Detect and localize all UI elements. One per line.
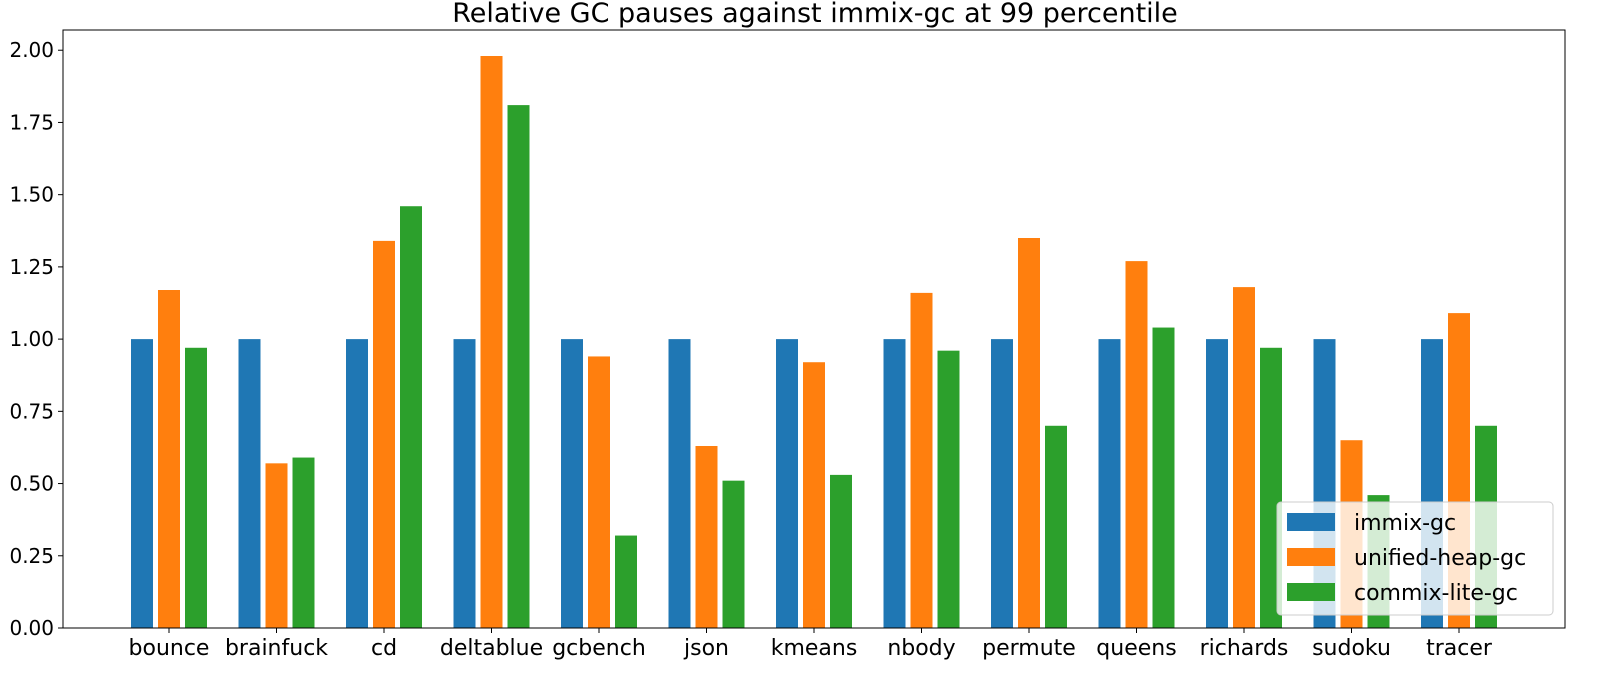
- y-tick-label: 0.00: [9, 616, 54, 640]
- bar-brainfuck-immix-gc: [238, 339, 261, 628]
- bar-queens-immix-gc: [1098, 339, 1121, 628]
- axes-layer: bounce brainfuck cd deltablue gcbench json kme…: [9, 29, 1566, 661]
- y-tick-label: 1.25: [9, 255, 54, 279]
- bar-brainfuck-unified-heap-gc: [265, 463, 288, 628]
- bar-kmeans-commix-lite-gc: [830, 474, 852, 628]
- x-tick-label: queens: [1096, 636, 1176, 661]
- bar-json-commix-lite-gc: [722, 480, 745, 628]
- legend-swatch-commix-lite-gc: [1287, 583, 1335, 601]
- bar-bounce-immix-gc: [131, 339, 153, 628]
- y-tick-label: 0.75: [9, 399, 54, 423]
- bar-richards-unified-heap-gc: [1233, 287, 1255, 628]
- bar-json-immix-gc: [668, 339, 691, 628]
- bar-permute-unified-heap-gc: [1018, 238, 1040, 628]
- y-tick-label: 0.25: [9, 544, 54, 568]
- x-tick-label: sudoku: [1312, 636, 1391, 661]
- bar-json-unified-heap-gc: [695, 446, 718, 628]
- bar-cd-immix-gc: [346, 339, 368, 628]
- y-tick-label: 0.50: [9, 472, 54, 496]
- x-tick-label: gcbench: [552, 636, 646, 661]
- bar-permute-commix-lite-gc: [1045, 425, 1067, 628]
- bar-cd-commix-lite-gc: [400, 206, 422, 628]
- legend-label: unified-heap-gc: [1354, 546, 1526, 571]
- bar-gcbench-unified-heap-gc: [588, 356, 610, 628]
- bar-deltablue-immix-gc: [453, 339, 476, 628]
- chart-title: Relative GC pauses against immix-gc at 9…: [452, 0, 1178, 29]
- y-tick-label: 1.50: [9, 183, 54, 207]
- plot-frame: [62, 29, 1566, 629]
- bar-richards-immix-gc: [1206, 339, 1228, 628]
- bar-kmeans-unified-heap-gc: [803, 362, 825, 628]
- bar-queens-unified-heap-gc: [1125, 261, 1148, 628]
- legend-swatch-unified-heap-gc: [1287, 548, 1335, 566]
- legend-swatch-immix-gc: [1287, 513, 1335, 531]
- x-tick-label: nbody: [887, 636, 955, 661]
- legend-label: commix-lite-gc: [1354, 581, 1518, 606]
- x-tick-label: permute: [982, 636, 1076, 661]
- bar-deltablue-unified-heap-gc: [480, 56, 503, 628]
- bar-permute-immix-gc: [991, 339, 1013, 628]
- x-tick-label: bounce: [129, 636, 210, 661]
- bar-kmeans-immix-gc: [776, 339, 798, 628]
- bar-nbody-unified-heap-gc: [910, 292, 933, 628]
- bar-bounce-unified-heap-gc: [158, 290, 180, 628]
- bar-nbody-immix-gc: [883, 339, 906, 628]
- bar-cd-unified-heap-gc: [373, 240, 395, 628]
- legend-box: [1276, 501, 1554, 616]
- bars-layer: [131, 56, 1497, 629]
- x-tick-label: richards: [1200, 636, 1289, 661]
- bar-queens-commix-lite-gc: [1152, 327, 1175, 628]
- x-tick-label: json: [683, 636, 729, 661]
- bar-nbody-commix-lite-gc: [937, 350, 960, 628]
- y-tick-label: 2.00: [9, 38, 54, 62]
- x-tick-label: tracer: [1426, 636, 1493, 661]
- y-tick-label: 1.00: [9, 327, 54, 351]
- x-tick-label: kmeans: [771, 636, 858, 661]
- bar-bounce-commix-lite-gc: [185, 347, 207, 628]
- bar-brainfuck-commix-lite-gc: [292, 457, 315, 628]
- x-tick-label: deltablue: [440, 636, 543, 661]
- y-tick-label: 1.75: [9, 110, 54, 134]
- bar-deltablue-commix-lite-gc: [507, 105, 530, 629]
- x-tick-label: cd: [371, 636, 397, 661]
- legend-label: immix-gc: [1354, 511, 1456, 536]
- x-tick-label: brainfuck: [225, 636, 328, 661]
- bar-gcbench-immix-gc: [561, 339, 583, 628]
- legend: immix-gc unified-heap-gc commix-lite-gc: [1276, 501, 1554, 616]
- bar-gcbench-commix-lite-gc: [615, 535, 637, 628]
